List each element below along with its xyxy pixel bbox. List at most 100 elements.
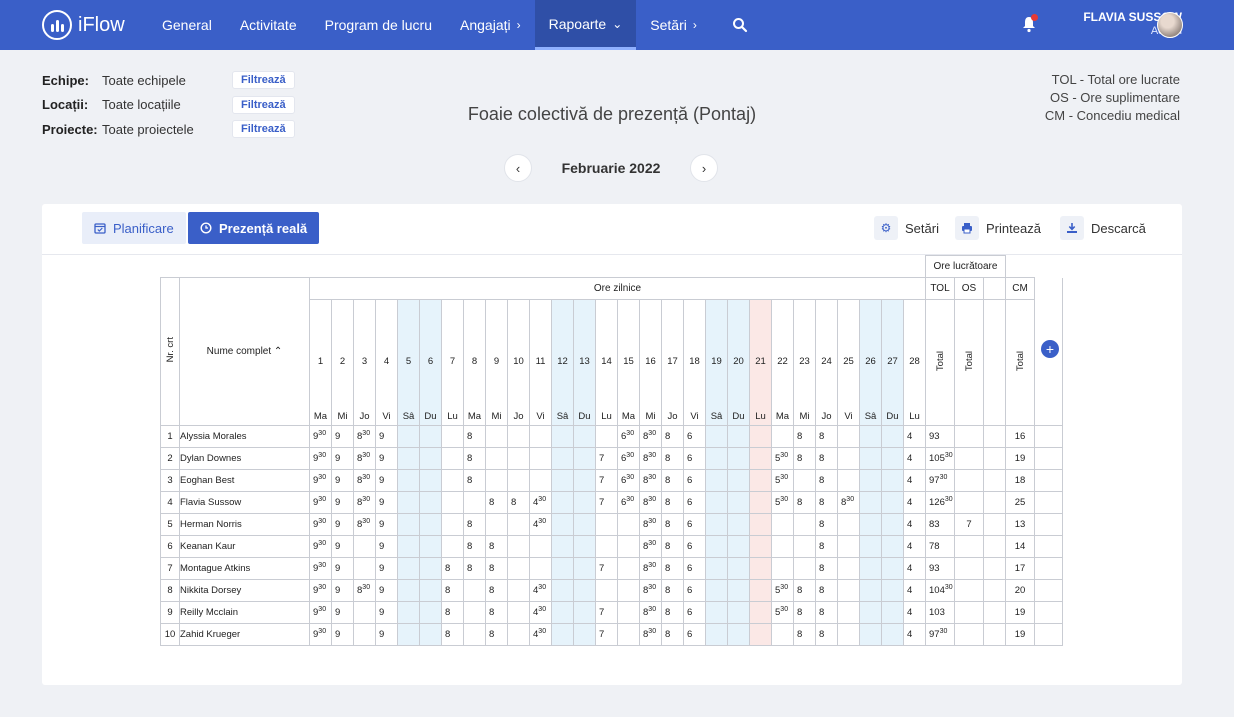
day-hours-cell[interactable] [727, 623, 750, 646]
day-hours-cell[interactable] [749, 425, 772, 448]
nav-item-2[interactable]: Program de lucru [311, 0, 446, 50]
day-hours-cell[interactable] [573, 601, 596, 624]
day-hours-cell[interactable]: 830 [639, 557, 662, 580]
day-hours-cell[interactable]: 8 [463, 513, 486, 536]
day-hours-cell[interactable] [837, 425, 860, 448]
day-hours-cell[interactable] [573, 513, 596, 536]
day-hours-cell[interactable] [485, 447, 508, 470]
day-hours-cell[interactable] [507, 601, 530, 624]
day-hours-cell[interactable] [551, 557, 574, 580]
previous-month-button[interactable]: ‹ [504, 154, 532, 182]
day-hours-cell[interactable] [617, 623, 640, 646]
day-hours-cell[interactable]: 9 [331, 623, 354, 646]
day-hours-cell[interactable] [705, 557, 728, 580]
day-hours-cell[interactable] [837, 601, 860, 624]
day-hours-cell[interactable]: 8 [661, 491, 684, 514]
day-hours-cell[interactable] [705, 425, 728, 448]
day-hours-cell[interactable] [507, 425, 530, 448]
day-hours-cell[interactable]: 830 [639, 491, 662, 514]
day-hours-cell[interactable]: 630 [617, 425, 640, 448]
day-hours-cell[interactable] [397, 491, 420, 514]
day-hours-cell[interactable]: 8 [793, 425, 816, 448]
day-hours-cell[interactable] [507, 513, 530, 536]
day-hours-cell[interactable]: 4 [903, 623, 926, 646]
day-hours-cell[interactable]: 830 [639, 535, 662, 558]
day-hours-cell[interactable] [441, 425, 464, 448]
day-hours-cell[interactable] [859, 579, 882, 602]
day-hours-cell[interactable]: 930 [309, 491, 332, 514]
day-hours-cell[interactable] [419, 557, 442, 580]
day-hours-cell[interactable]: 9 [375, 557, 398, 580]
day-hours-cell[interactable] [419, 447, 442, 470]
day-hours-cell[interactable]: 530 [771, 447, 794, 470]
day-hours-cell[interactable]: 830 [639, 623, 662, 646]
day-hours-cell[interactable]: 8 [815, 557, 838, 580]
nav-item-0[interactable]: General [148, 0, 226, 50]
day-hours-cell[interactable] [507, 535, 530, 558]
day-hours-cell[interactable]: 4 [903, 469, 926, 492]
day-hours-cell[interactable] [859, 425, 882, 448]
day-hours-cell[interactable] [397, 535, 420, 558]
day-hours-cell[interactable]: 9 [331, 491, 354, 514]
day-hours-cell[interactable] [859, 491, 882, 514]
day-hours-cell[interactable] [595, 425, 618, 448]
day-hours-cell[interactable]: 9 [375, 579, 398, 602]
day-hours-cell[interactable]: 630 [617, 469, 640, 492]
day-hours-cell[interactable]: 8 [661, 579, 684, 602]
day-hours-cell[interactable] [573, 579, 596, 602]
day-hours-cell[interactable] [749, 469, 772, 492]
day-hours-cell[interactable] [881, 557, 904, 580]
day-hours-cell[interactable] [749, 535, 772, 558]
day-hours-cell[interactable]: 8 [661, 535, 684, 558]
day-hours-cell[interactable] [485, 425, 508, 448]
day-hours-cell[interactable]: 6 [683, 557, 706, 580]
day-hours-cell[interactable]: 6 [683, 469, 706, 492]
day-hours-cell[interactable] [551, 469, 574, 492]
day-hours-cell[interactable] [353, 601, 376, 624]
day-hours-cell[interactable] [507, 579, 530, 602]
day-hours-cell[interactable]: 8 [661, 557, 684, 580]
day-hours-cell[interactable]: 8 [661, 513, 684, 536]
day-hours-cell[interactable] [595, 513, 618, 536]
day-hours-cell[interactable] [881, 425, 904, 448]
day-hours-cell[interactable]: 8 [507, 491, 530, 514]
day-hours-cell[interactable]: 830 [353, 579, 376, 602]
filter-button[interactable]: Filtrează [232, 120, 295, 139]
day-hours-cell[interactable]: 430 [529, 491, 552, 514]
day-hours-cell[interactable] [353, 535, 376, 558]
day-hours-cell[interactable] [793, 513, 816, 536]
day-hours-cell[interactable]: 8 [661, 601, 684, 624]
day-hours-cell[interactable] [793, 535, 816, 558]
day-hours-cell[interactable] [507, 557, 530, 580]
day-hours-cell[interactable] [463, 601, 486, 624]
nav-item-5[interactable]: Setări › [636, 0, 711, 50]
day-hours-cell[interactable]: 8 [815, 425, 838, 448]
day-hours-cell[interactable] [749, 601, 772, 624]
day-hours-cell[interactable] [749, 623, 772, 646]
day-hours-cell[interactable]: 930 [309, 469, 332, 492]
day-hours-cell[interactable] [551, 579, 574, 602]
day-hours-cell[interactable]: 8 [815, 601, 838, 624]
day-hours-cell[interactable] [837, 513, 860, 536]
day-hours-cell[interactable]: 830 [353, 513, 376, 536]
day-hours-cell[interactable]: 6 [683, 601, 706, 624]
day-hours-cell[interactable] [419, 425, 442, 448]
day-hours-cell[interactable] [441, 447, 464, 470]
day-hours-cell[interactable]: 830 [353, 491, 376, 514]
day-hours-cell[interactable]: 6 [683, 447, 706, 470]
employee-name[interactable]: Flavia Sussow [179, 491, 310, 514]
day-hours-cell[interactable]: 8 [463, 469, 486, 492]
day-hours-cell[interactable]: 6 [683, 491, 706, 514]
day-hours-cell[interactable] [727, 535, 750, 558]
day-hours-cell[interactable] [837, 469, 860, 492]
day-hours-cell[interactable]: 830 [639, 513, 662, 536]
day-hours-cell[interactable]: 8 [793, 491, 816, 514]
day-hours-cell[interactable] [881, 491, 904, 514]
day-hours-cell[interactable] [705, 579, 728, 602]
day-hours-cell[interactable] [529, 557, 552, 580]
day-hours-cell[interactable] [353, 557, 376, 580]
day-hours-cell[interactable]: 430 [529, 623, 552, 646]
day-hours-cell[interactable]: 8 [441, 623, 464, 646]
day-hours-cell[interactable]: 4 [903, 447, 926, 470]
day-hours-cell[interactable] [749, 557, 772, 580]
